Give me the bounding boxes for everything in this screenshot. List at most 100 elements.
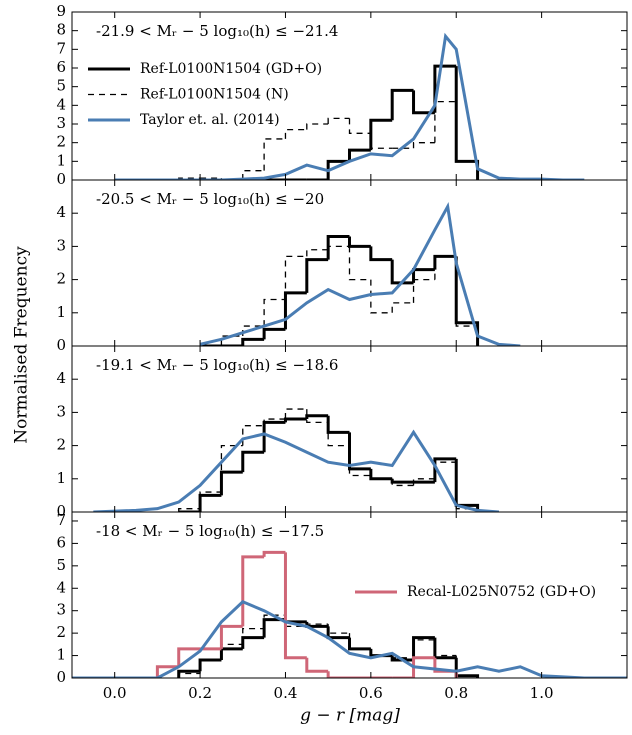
histogram-step (177, 647, 201, 667)
histogram-step (434, 461, 457, 479)
histogram-step (390, 478, 414, 484)
histogram-step (199, 491, 222, 509)
y-tick-label: 2 (56, 133, 66, 151)
histogram-step (283, 552, 307, 660)
y-tick-label: 7 (56, 511, 66, 529)
histogram-step (284, 255, 307, 300)
histogram-step (326, 626, 350, 640)
histogram-step (241, 450, 265, 473)
histogram-step (412, 90, 435, 115)
x-tick-label: 0.4 (274, 684, 298, 702)
y-tick-label: 6 (56, 58, 66, 76)
histogram-step (219, 647, 243, 661)
histogram-step (412, 142, 435, 149)
histogram-step (283, 417, 307, 423)
y-tick-label: 2 (56, 623, 66, 641)
histogram-step (306, 123, 329, 130)
y-tick-label: 4 (56, 369, 66, 387)
histogram-step (433, 254, 457, 270)
histogram-step (369, 118, 393, 151)
histogram-step (369, 246, 393, 262)
panel-frame (71, 511, 628, 679)
x-axis-label: g − r [mag] (300, 706, 400, 726)
histogram-step (370, 648, 393, 657)
histogram-step (241, 555, 265, 627)
x-tick-label: 1.0 (530, 684, 554, 702)
panel-title: -20.5 < Mᵣ − 5 log₁₀(h) ≤ −20 (96, 190, 324, 208)
legend-label: Recal-L025N0752 (GD+O) (407, 584, 596, 600)
histogram-step (326, 159, 350, 180)
histogram-step (177, 669, 201, 678)
histogram-step (198, 493, 222, 512)
x-tick-label: 0.6 (359, 684, 383, 702)
y-tick-label: 0 (56, 502, 66, 520)
histogram-step (242, 425, 265, 446)
histogram-step (241, 636, 265, 649)
histogram-step (348, 236, 371, 248)
line (72, 599, 627, 678)
histogram-step (348, 637, 371, 651)
histogram-step (284, 128, 307, 139)
histogram-step (178, 508, 201, 512)
histogram-step (391, 655, 414, 659)
y-tick-label: 6 (56, 533, 66, 551)
y-tick-label: 8 (56, 21, 66, 39)
panel-title: -18 < Mᵣ − 5 log₁₀(h) ≤ −17.5 (96, 522, 324, 540)
histogram-step (412, 639, 435, 658)
panel-plot (72, 550, 627, 678)
histogram-step (370, 133, 393, 149)
histogram-step (219, 624, 243, 649)
histogram-step (434, 100, 457, 143)
histogram-step (370, 279, 393, 314)
histogram-step (262, 618, 286, 638)
histogram-step (155, 665, 179, 678)
histogram-step (327, 117, 350, 124)
histogram-step (305, 657, 329, 673)
y-tick-label: 1 (56, 151, 66, 169)
histogram-step (455, 101, 479, 180)
x-tick-label: 0.8 (444, 684, 468, 702)
histogram-step (306, 249, 329, 257)
histogram-step (454, 66, 480, 180)
histogram-step (306, 409, 329, 424)
histogram-step (199, 659, 222, 674)
histogram-step (348, 246, 371, 281)
histogram-step (263, 418, 286, 426)
legend-label: Ref-L0100N1504 (GD+O) (140, 61, 322, 77)
histogram-step (262, 550, 286, 557)
y-tick-label: 1 (56, 646, 66, 664)
panel-plot (93, 408, 500, 512)
histogram-step (220, 643, 243, 661)
histogram-step (391, 302, 414, 313)
histogram-step (263, 138, 286, 171)
histogram-step (327, 624, 350, 634)
y-tick-label: 2 (56, 436, 66, 454)
histogram-step (370, 475, 393, 480)
histogram-step (262, 327, 286, 340)
histogram-step (283, 291, 307, 330)
histogram-step (433, 637, 457, 660)
histogram-step (412, 656, 435, 678)
histogram-step (369, 468, 393, 481)
histogram-step (434, 255, 457, 280)
histogram-step (242, 627, 265, 645)
y-tick-label: 3 (56, 601, 66, 619)
x-tick-label: 0.2 (188, 684, 212, 702)
y-tick-label: 5 (56, 77, 66, 95)
panel-plot (114, 32, 585, 180)
y-tick-label: 1 (56, 303, 66, 321)
histogram-step (327, 245, 350, 250)
line (199, 201, 521, 346)
y-tick-label: 0 (56, 336, 66, 354)
panel-title: -21.9 < Mᵣ − 5 log₁₀(h) ≤ −21.4 (96, 22, 338, 40)
histogram-step (390, 88, 414, 121)
y-tick-label: 0 (56, 170, 66, 188)
y-tick-label: 3 (56, 114, 66, 132)
y-tick-label: 5 (56, 556, 66, 574)
histogram-step (178, 672, 201, 678)
panel-plot (199, 201, 521, 346)
y-tick-label: 3 (56, 402, 66, 420)
histogram-step (434, 639, 457, 657)
y-tick-label: 2 (56, 270, 66, 288)
